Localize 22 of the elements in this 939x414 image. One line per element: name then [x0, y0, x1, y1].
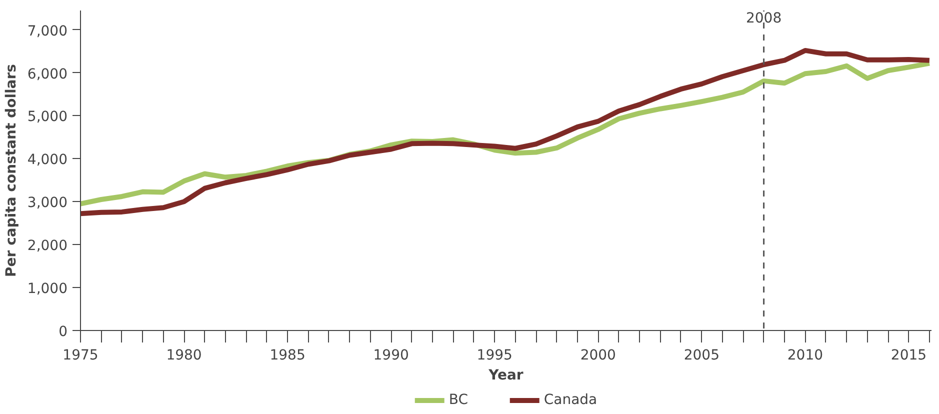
x-tick-label: 2010	[787, 348, 824, 364]
x-tick-label: 2005	[684, 348, 720, 364]
legend-label: Canada	[544, 392, 598, 408]
x-tick-label: 2015	[890, 348, 927, 364]
x-axis-title: Year	[488, 368, 524, 384]
x-tick-label: 1980	[166, 348, 202, 364]
legend-label: BC	[448, 392, 469, 408]
y-tick-label: 4,000	[27, 152, 68, 168]
y-tick-label: 6,000	[27, 66, 68, 82]
y-axis-title: Per capita constant dollars	[3, 64, 20, 277]
y-tick-label: 1,000	[27, 281, 68, 298]
y-tick-label: 5,000	[27, 109, 68, 126]
y-tick-label: 0	[58, 324, 68, 340]
y-tick-label: 2,000	[27, 238, 68, 254]
y-tick-label: 7,000	[27, 23, 68, 40]
x-tick-label: 1985	[270, 348, 306, 364]
x-tick-label: 1990	[373, 348, 409, 364]
x-tick-label: 1975	[62, 348, 98, 364]
y-tick-label: 3,000	[27, 195, 68, 212]
ref-line-label: 2008	[746, 10, 782, 26]
x-tick-label: 2000	[580, 348, 616, 364]
x-tick-label: 1995	[476, 348, 512, 364]
